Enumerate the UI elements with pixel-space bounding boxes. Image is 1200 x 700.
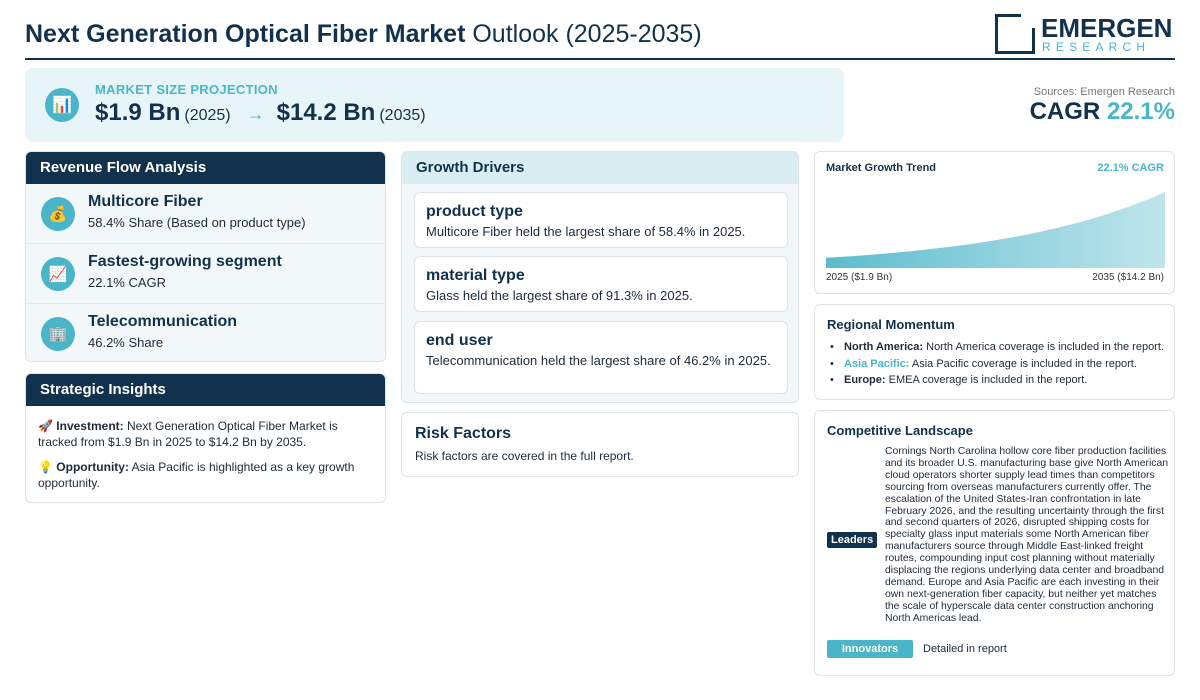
investment-text: Next Generation Optical Fiber Market is … — [38, 419, 338, 449]
arrow-right-icon: → — [246, 104, 265, 124]
region-name: North America: — [844, 341, 924, 353]
region-text: Asia Pacific coverage is included in the… — [909, 357, 1137, 370]
driver-text: Multicore Fiber held the largest share o… — [426, 224, 746, 239]
trend-start-label: 2025 ($1.9 Bn) — [826, 272, 893, 283]
growth-drivers-card: Growth Drivers product type Multicore Fi… — [401, 151, 799, 403]
revenue-item: 🏢 Telecommunication 46.2% Share — [26, 304, 385, 361]
regional-list: North America: North America coverage is… — [829, 339, 1169, 389]
cagr-label: CAGR — [1029, 98, 1101, 125]
strategic-insights-card: Strategic Insights 🚀 Investment: Next Ge… — [25, 373, 386, 503]
driver-title: end user — [426, 332, 493, 349]
money-bag-icon: 💰 — [41, 197, 75, 231]
cagr-summary: CAGR 22.1% — [1030, 98, 1175, 126]
trend-end-label: 2035 ($14.2 Bn) — [1092, 272, 1164, 283]
leaders-text: Cornings North Carolina hollow core fibe… — [885, 446, 1169, 624]
regional-title: Regional Momentum — [827, 317, 955, 332]
competitive-title: Competitive Landscape — [827, 423, 973, 438]
start-year: (2025) — [184, 107, 231, 124]
investment-insight: 🚀 Investment: Next Generation Optical Fi… — [38, 418, 373, 450]
projection-label: MARKET SIZE PROJECTION — [95, 82, 278, 97]
page-title: Next Generation Optical Fiber Market Out… — [25, 20, 702, 49]
region-item: Asia Pacific: Asia Pacific coverage is i… — [829, 356, 1169, 373]
trend-up-icon: 📈 — [41, 257, 75, 291]
region-text: EMEA coverage is included in the report. — [885, 374, 1088, 386]
logo-square-icon — [995, 14, 1035, 54]
page-title-bold: Next Generation Optical Fiber Market — [25, 20, 466, 48]
emergen-logo[interactable]: EMERGEN RESEARCH — [995, 14, 1172, 54]
revenue-flow-card: Revenue Flow Analysis 💰 Multicore Fiber … — [25, 151, 386, 362]
strategic-insights-title: Strategic Insights — [26, 374, 385, 406]
opportunity-text: Asia Pacific is highlighted as a key gro… — [38, 460, 355, 490]
revenue-item-title: Fastest-growing segment — [88, 253, 282, 270]
revenue-item-title: Telecommunication — [88, 313, 238, 330]
page-header: Next Generation Optical Fiber Market Out… — [25, 8, 1175, 60]
rocket-icon: 🚀 — [38, 419, 53, 433]
driver-title: material type — [426, 267, 525, 284]
growth-drivers-title: Growth Drivers — [402, 152, 798, 184]
driver-text: Glass held the largest share of 91.3% in… — [426, 288, 693, 303]
region-text: North America coverage is included in th… — [923, 341, 1164, 353]
opportunity-label: Opportunity: — [56, 460, 129, 474]
driver-item: material type Glass held the largest sha… — [414, 256, 788, 312]
logo-word: EMERGEN — [1041, 13, 1173, 43]
revenue-item-subtitle: 58.4% Share (Based on product type) — [88, 215, 306, 230]
trend-area — [826, 192, 1165, 268]
risk-factors-title: Risk Factors — [415, 425, 512, 442]
logo-subword: RESEARCH — [1042, 40, 1151, 54]
office-building-icon: 🏢 — [41, 317, 75, 351]
end-year: (2035) — [379, 107, 426, 124]
risk-factors-text: Risk factors are covered in the full rep… — [415, 449, 634, 463]
revenue-item: 💰 Multicore Fiber 58.4% Share (Based on … — [26, 184, 385, 244]
revenue-item-title: Multicore Fiber — [88, 193, 203, 210]
trend-cagr: 22.1% CAGR — [1097, 162, 1164, 174]
risk-factors-card: Risk Factors Risk factors are covered in… — [401, 412, 799, 477]
lightbulb-icon: 💡 — [38, 460, 53, 474]
market-size-projection: 📊 MARKET SIZE PROJECTION $1.9 Bn (2025) → $… — [25, 68, 844, 142]
start-value: $1.9 Bn — [95, 99, 181, 126]
opportunity-insight: 💡 Opportunity: Asia Pacific is highlight… — [38, 459, 373, 491]
end-value: $14.2 Bn — [276, 99, 376, 126]
revenue-item: 📈 Fastest-growing segment 22.1% CAGR — [26, 244, 385, 304]
revenue-item-subtitle: 22.1% CAGR — [88, 275, 167, 290]
region-name: Asia Pacific: — [844, 357, 910, 370]
driver-title: product type — [426, 203, 523, 220]
investment-label: Investment: — [56, 419, 124, 433]
driver-text: Telecommunication held the largest share… — [426, 353, 771, 368]
market-growth-trend-card: Market Growth Trend 22.1% CAGR 2025 ($1.… — [814, 151, 1175, 294]
projection-values: $1.9 Bn (2025) → $14.2 Bn (2035) — [95, 99, 426, 127]
region-item: North America: North America coverage is… — [829, 339, 1169, 356]
bar-chart-icon: 📊 — [45, 88, 79, 122]
regional-momentum-card: Regional Momentum North America: North A… — [814, 304, 1175, 400]
trend-area-chart — [826, 192, 1165, 268]
region-name: Europe: — [844, 374, 886, 386]
revenue-item-subtitle: 46.2% Share — [88, 335, 164, 350]
page-title-rest: Outlook (2025-2035) — [465, 20, 702, 48]
innovators-badge: Innovators — [827, 640, 913, 658]
region-item: Europe: EMEA coverage is included in the… — [829, 372, 1169, 389]
driver-item: end user Telecommunication held the larg… — [414, 321, 788, 394]
sources-note: Sources: Emergen Research — [1033, 86, 1175, 98]
driver-item: product type Multicore Fiber held the la… — [414, 192, 788, 248]
cagr-value: 22.1% — [1106, 98, 1175, 125]
revenue-flow-title: Revenue Flow Analysis — [26, 152, 385, 184]
competitive-landscape-card: Competitive Landscape Leaders Cornings N… — [814, 410, 1175, 676]
innovators-text: Detailed in report — [923, 643, 1007, 655]
trend-title: Market Growth Trend — [826, 162, 937, 174]
leaders-badge: Leaders — [827, 532, 878, 548]
